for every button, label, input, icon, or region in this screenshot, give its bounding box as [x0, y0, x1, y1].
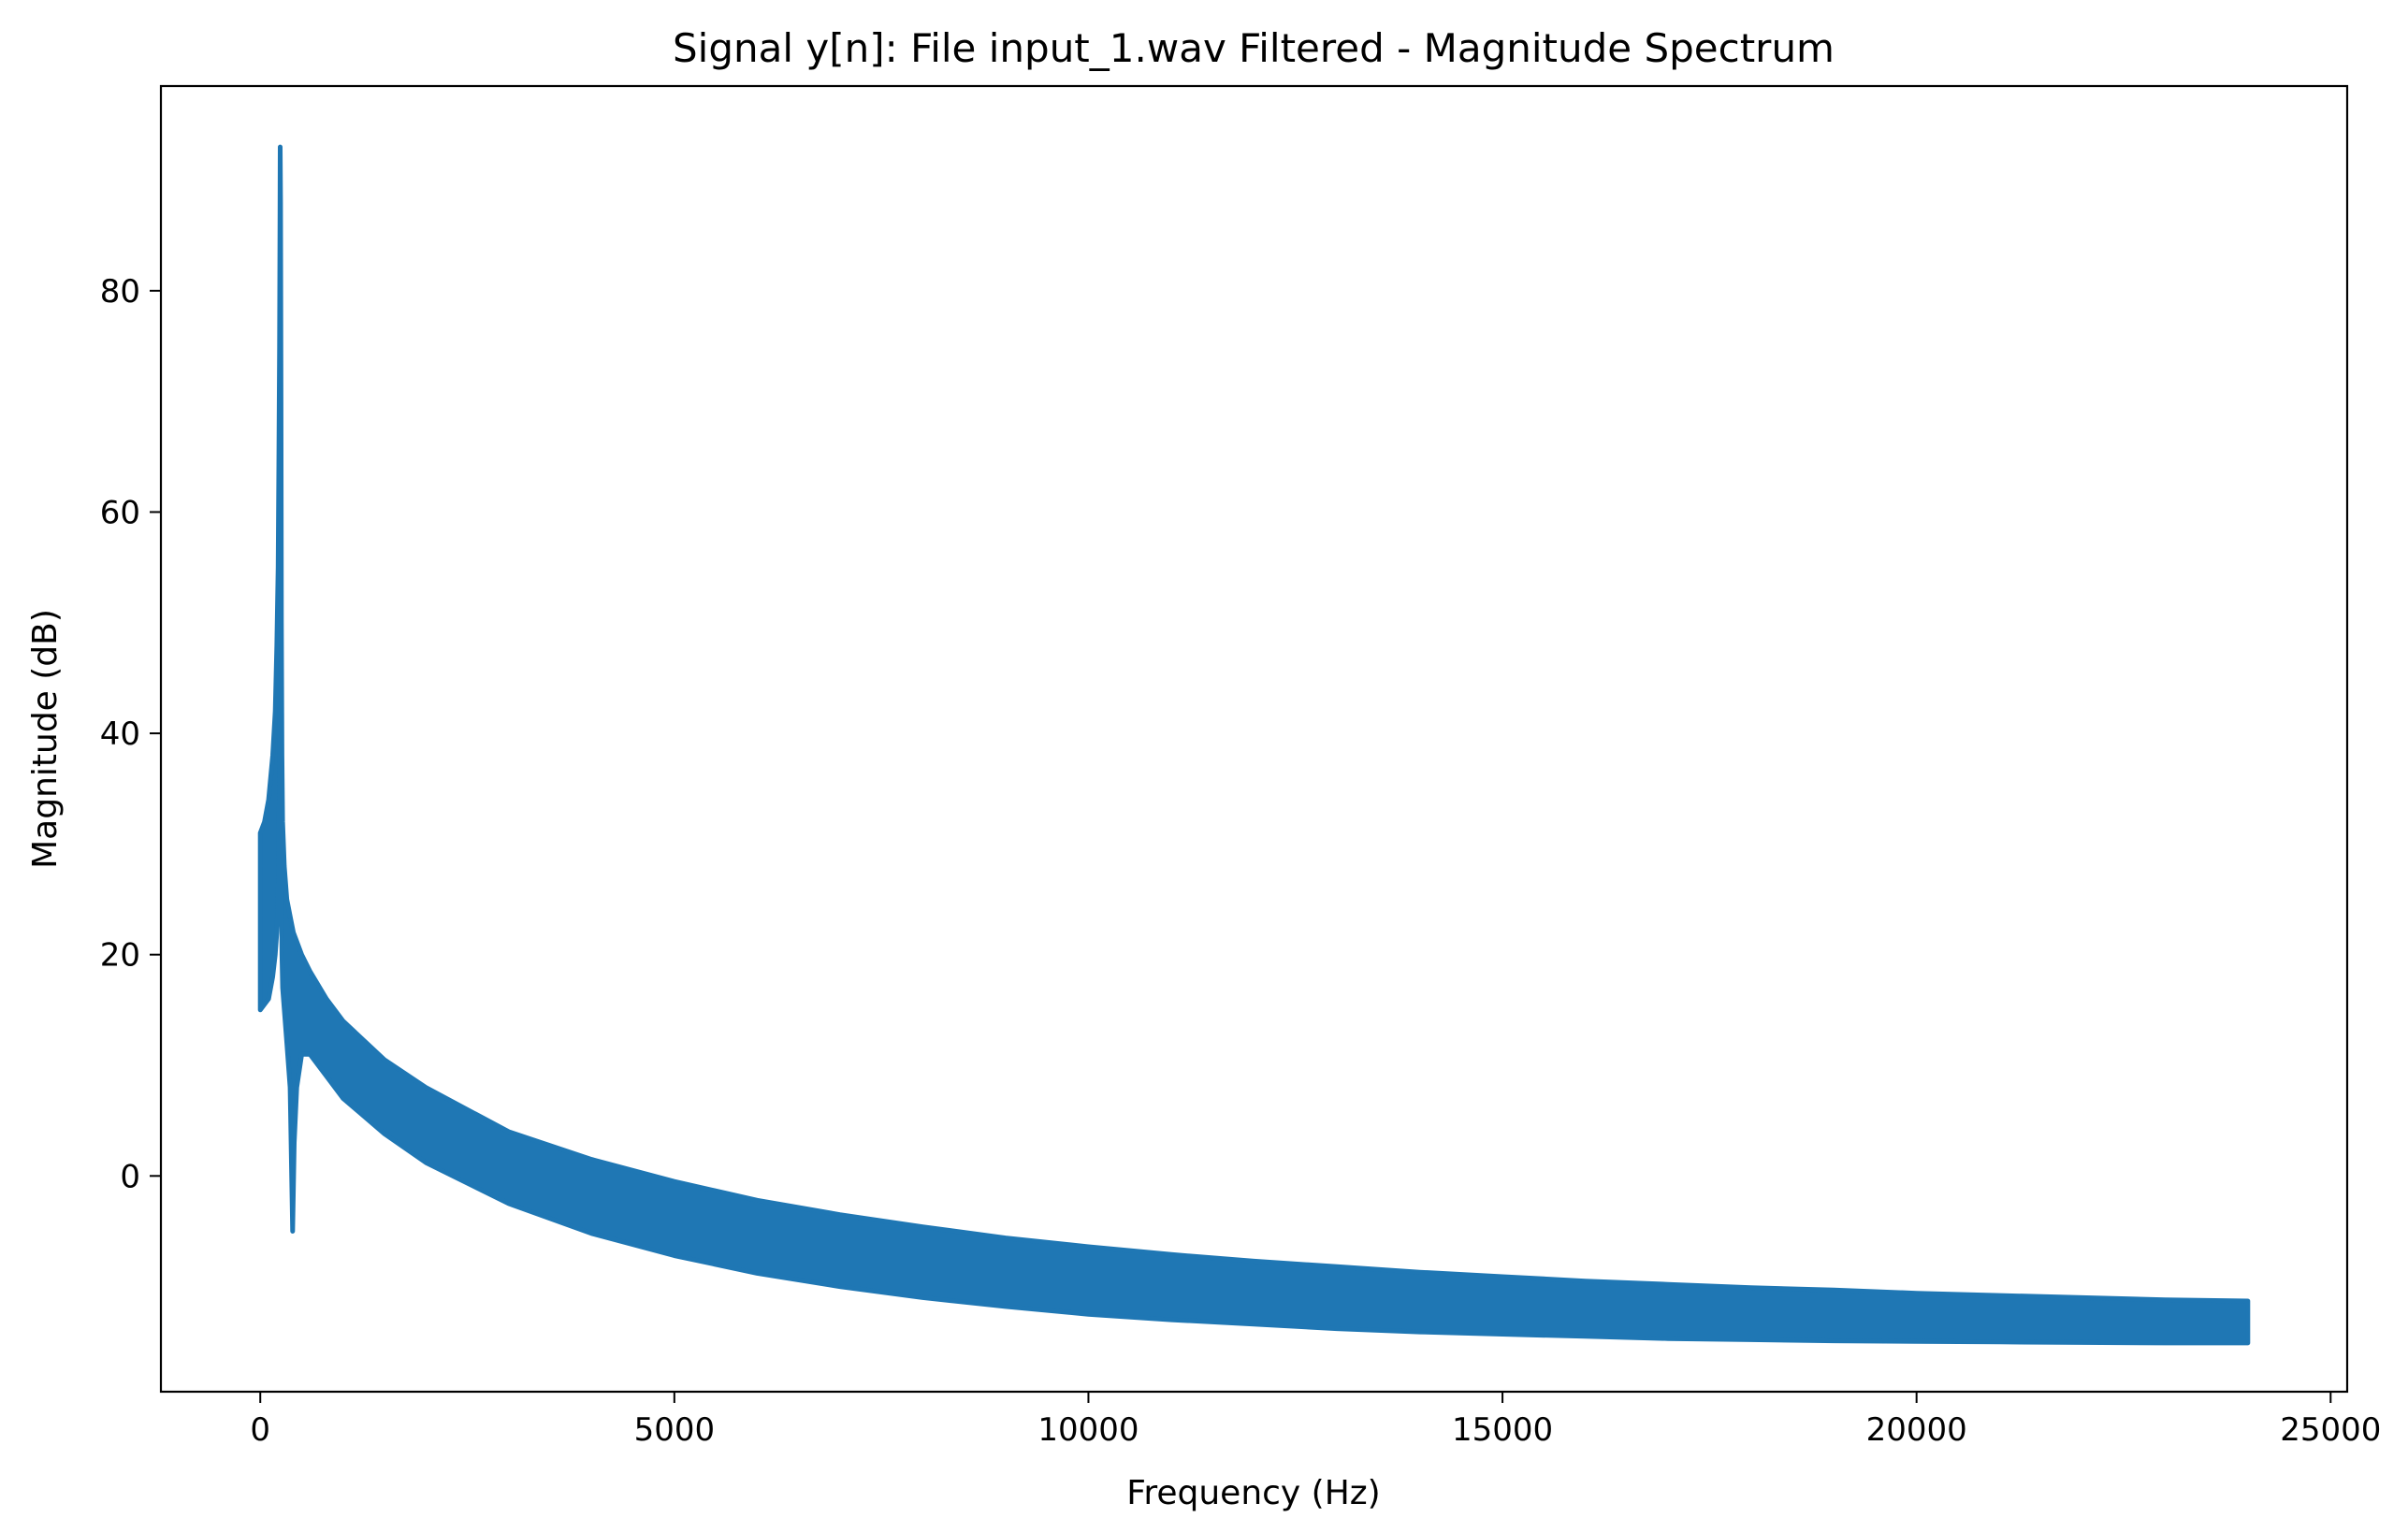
y-tick-label: 60 [100, 494, 140, 531]
y-tick-label: 40 [100, 715, 140, 753]
x-axis-label: Frequency (Hz) [1126, 1474, 1380, 1512]
x-axis: 0 5000 10000 15000 20000 25000 [250, 1392, 2381, 1449]
spectrum-series [257, 144, 2251, 1346]
y-tick-label: 20 [100, 937, 140, 975]
y-tick-label: 80 [100, 273, 140, 311]
x-tick-label: 25000 [2280, 1411, 2381, 1449]
x-tick-label: 0 [250, 1411, 270, 1449]
x-tick-label: 20000 [1866, 1411, 1967, 1449]
chart-title: Signal y[n]: File input_1.wav Filtered -… [673, 25, 1835, 71]
x-tick-label: 15000 [1452, 1411, 1553, 1449]
y-axis-label: Magnitude (dB) [26, 609, 65, 869]
x-tick-label: 10000 [1037, 1411, 1139, 1449]
y-axis: 0 20 40 60 80 [100, 273, 161, 1195]
y-tick-label: 0 [120, 1158, 140, 1195]
x-tick-label: 5000 [634, 1411, 716, 1449]
plot-area [257, 144, 2251, 1346]
plot-frame [159, 84, 2349, 1394]
